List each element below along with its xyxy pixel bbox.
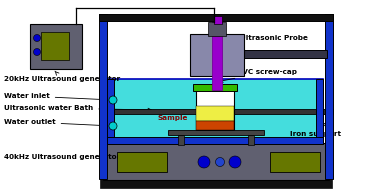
Circle shape (109, 122, 117, 130)
Bar (168, 130, 264, 135)
Bar (99, 109, 333, 114)
Bar (99, 14, 107, 179)
Bar (325, 14, 333, 179)
Bar (117, 152, 167, 172)
Bar (212, 22, 222, 90)
Text: PVC screw-cap: PVC screw-cap (220, 69, 297, 82)
Bar (41, 32, 69, 60)
Bar (270, 152, 320, 172)
Circle shape (34, 49, 40, 56)
Text: Iron support: Iron support (290, 123, 341, 137)
Text: 20kHz Ultrasound generator: 20kHz Ultrasound generator (4, 71, 120, 82)
Bar (107, 79, 114, 144)
Bar (248, 135, 254, 145)
Bar (244, 50, 327, 58)
Bar (208, 22, 226, 36)
Bar (99, 14, 333, 21)
Bar (196, 106, 234, 121)
Text: 40kHz Ultrasound generator: 40kHz Ultrasound generator (4, 154, 136, 161)
Bar (196, 88, 234, 130)
Text: Water outlet: Water outlet (4, 119, 109, 127)
Bar (103, 143, 329, 180)
Bar (190, 34, 244, 76)
Bar (316, 79, 323, 144)
Circle shape (198, 156, 210, 168)
Bar (196, 121, 234, 130)
Circle shape (109, 96, 117, 104)
Bar (107, 79, 323, 144)
Text: Sample: Sample (158, 110, 204, 121)
Bar (193, 84, 237, 91)
Text: Ultrasonic Probe: Ultrasonic Probe (223, 35, 308, 48)
Bar (178, 135, 184, 145)
Bar (214, 16, 222, 24)
Bar (100, 179, 332, 188)
Circle shape (229, 156, 241, 168)
Circle shape (215, 157, 225, 167)
Text: Ultrasonic water Bath: Ultrasonic water Bath (4, 105, 151, 112)
Text: Water inlet: Water inlet (4, 93, 109, 101)
Circle shape (34, 35, 40, 42)
Bar (30, 24, 82, 69)
Bar (107, 137, 323, 144)
